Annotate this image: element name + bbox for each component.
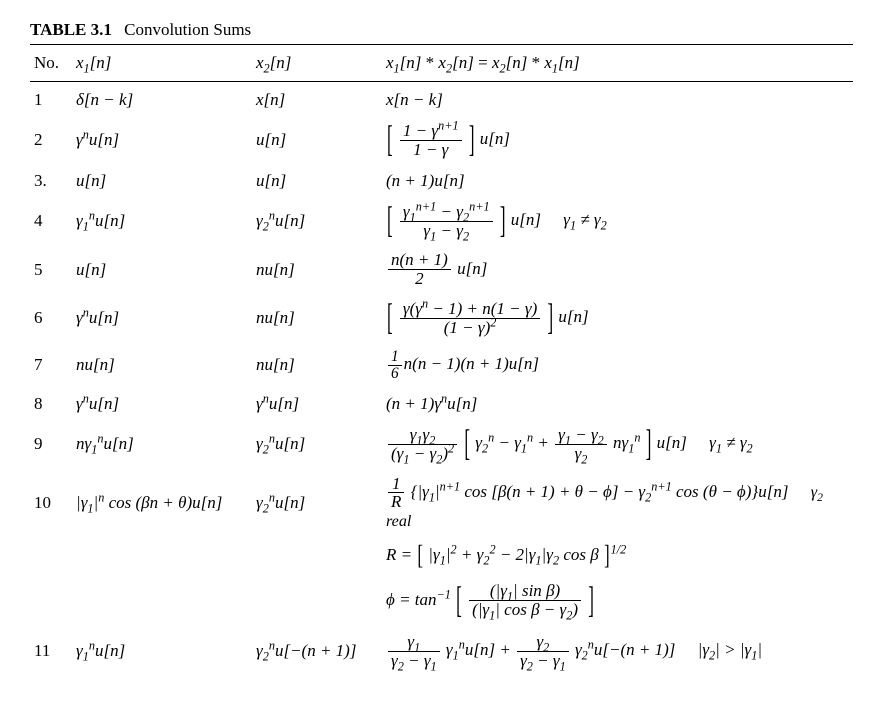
table-number: TABLE 3.1: [30, 20, 112, 39]
table-row: 9 nγ1nu[n] γ2nu[n] γ1γ2 (γ1 − γ2)2 [ γ2n…: [30, 420, 853, 469]
row-condition: |γ2| > |γ1|: [698, 640, 762, 659]
row-x2: x[n]: [252, 84, 382, 116]
row-x2: γ2nu[n]: [252, 420, 382, 469]
table-row-extra: R = [ |γ1|2 + γ22 − 2|γ1|γ2 cos β ]1/2: [30, 537, 853, 574]
row-x2: nu[n]: [252, 343, 382, 388]
col-result: x1[n] * x2[n] = x2[n] * x1[n]: [382, 47, 853, 79]
row-no: 10: [30, 469, 72, 538]
row-result-extra-R: R = [ |γ1|2 + γ22 − 2|γ1|γ2 cos β ]1/2: [382, 537, 853, 574]
row-x1: γ1nu[n]: [72, 197, 252, 246]
row-no: 1: [30, 84, 72, 116]
row-no: 9: [30, 420, 72, 469]
row-x2: nu[n]: [252, 245, 382, 294]
row-condition: γ1 ≠ γ2: [709, 433, 753, 452]
row-x2: nu[n]: [252, 294, 382, 343]
row-x1: γ1nu[n]: [72, 627, 252, 676]
table-row: 6 γnu[n] nu[n] [ γ(γn − 1) + n(1 − γ) (1…: [30, 294, 853, 343]
row-x2: γ2nu[−(n + 1)]: [252, 627, 382, 676]
row-x1: u[n]: [72, 245, 252, 294]
table-row: 2 γnu[n] u[n] [ 1 − γn+1 1 − γ ] u[n]: [30, 116, 853, 165]
row-result: γ1 γ2 − γ1 γ1nu[n] + γ2 γ2 − γ1 γ2nu[−(n…: [382, 627, 853, 676]
row-x2: u[n]: [252, 116, 382, 165]
table-row: 10 |γ1|n cos (βn + θ)u[n] γ2nu[n] 1R {|γ…: [30, 469, 853, 538]
row-result: 16 n(n − 1)(n + 1)u[n]: [382, 343, 853, 388]
table-row: 4 γ1nu[n] γ2nu[n] [ γ1n+1 − γ2n+1 γ1 − γ…: [30, 197, 853, 246]
table-row-extra: ϕ = tan−1 [ (|γ1| sin β) (|γ1| cos β − γ…: [30, 574, 853, 627]
table-row: 8 γnu[n] γnu[n] (n + 1)γnu[n]: [30, 388, 853, 420]
row-result: 1R {|γ1|n+1 cos [β(n + 1) + θ − ϕ] − γ2n…: [382, 469, 853, 538]
col-x2: x2[n]: [252, 47, 382, 79]
row-no: 3.: [30, 165, 72, 197]
table-row: 3. u[n] u[n] (n + 1)u[n]: [30, 165, 853, 197]
row-x2: γ2nu[n]: [252, 197, 382, 246]
row-x1: γnu[n]: [72, 116, 252, 165]
table-caption: Convolution Sums: [124, 20, 251, 39]
header-row: No. x1[n] x2[n] x1[n] * x2[n] = x2[n] * …: [30, 47, 853, 79]
row-result: γ1γ2 (γ1 − γ2)2 [ γ2n − γ1n + γ1 − γ2 γ2…: [382, 420, 853, 469]
row-no: 5: [30, 245, 72, 294]
table-title: TABLE 3.1 Convolution Sums: [30, 20, 853, 40]
row-no: 2: [30, 116, 72, 165]
row-no: 11: [30, 627, 72, 676]
row-x1: γnu[n]: [72, 388, 252, 420]
row-no: 4: [30, 197, 72, 246]
header-rule: [30, 81, 853, 82]
row-no: 6: [30, 294, 72, 343]
row-x2: γ2nu[n]: [252, 469, 382, 538]
row-result: [ γ1n+1 − γ2n+1 γ1 − γ2 ] u[n] γ1 ≠ γ2: [382, 197, 853, 246]
row-no: 8: [30, 388, 72, 420]
row-x1: nu[n]: [72, 343, 252, 388]
row-result: n(n + 1) 2 u[n]: [382, 245, 853, 294]
row-x1: u[n]: [72, 165, 252, 197]
col-no: No.: [30, 47, 72, 79]
table-row: 7 nu[n] nu[n] 16 n(n − 1)(n + 1)u[n]: [30, 343, 853, 388]
row-result: [ γ(γn − 1) + n(1 − γ) (1 − γ)2 ] u[n]: [382, 294, 853, 343]
table-row: 11 γ1nu[n] γ2nu[−(n + 1)] γ1 γ2 − γ1 γ1n…: [30, 627, 853, 676]
row-no: 7: [30, 343, 72, 388]
row-result: [ 1 − γn+1 1 − γ ] u[n]: [382, 116, 853, 165]
convolution-table: No. x1[n] x2[n] x1[n] * x2[n] = x2[n] * …: [30, 47, 853, 676]
row-result: (n + 1)u[n]: [382, 165, 853, 197]
row-x1: γnu[n]: [72, 294, 252, 343]
row-result: x[n − k]: [382, 84, 853, 116]
row-condition: γ1 ≠ γ2: [563, 210, 607, 229]
col-x1: x1[n]: [72, 47, 252, 79]
row-x1: |γ1|n cos (βn + θ)u[n]: [72, 469, 252, 538]
row-x2: u[n]: [252, 165, 382, 197]
row-x1: δ[n − k]: [72, 84, 252, 116]
row-result: (n + 1)γnu[n]: [382, 388, 853, 420]
table-row: 5 u[n] nu[n] n(n + 1) 2 u[n]: [30, 245, 853, 294]
row-x1: nγ1nu[n]: [72, 420, 252, 469]
table-row: 1 δ[n − k] x[n] x[n − k]: [30, 84, 853, 116]
top-rule: [30, 44, 853, 45]
row-x2: γnu[n]: [252, 388, 382, 420]
row-result-extra-phi: ϕ = tan−1 [ (|γ1| sin β) (|γ1| cos β − γ…: [382, 574, 853, 627]
